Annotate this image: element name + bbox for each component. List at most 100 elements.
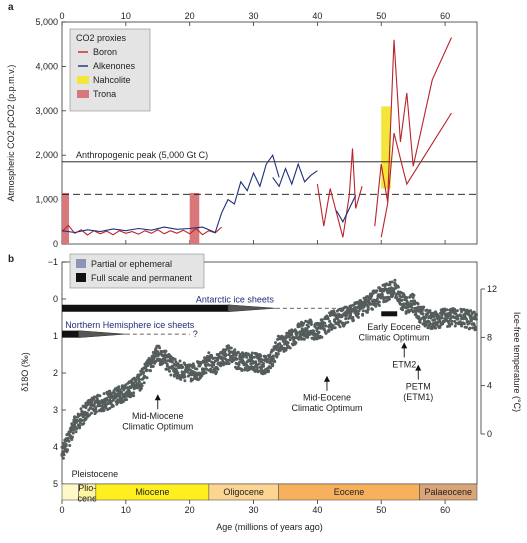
d18o-point (472, 310, 476, 314)
d18o-point (288, 338, 292, 342)
annotation-petm: PETM (ETM1) (403, 382, 433, 403)
d18o-point (327, 328, 331, 332)
d18o-point (181, 365, 185, 369)
d18o-point (286, 341, 290, 345)
d18o-point (250, 351, 254, 355)
d18o-point (87, 413, 91, 417)
d18o-point (76, 419, 79, 423)
annotation-petm-line: PETM (406, 382, 431, 392)
d18o-point (440, 316, 444, 320)
d18o-point (227, 362, 231, 365)
d18o-point (66, 436, 70, 440)
d18o-point (92, 397, 96, 401)
y-tick-label-line: 4,000 (35, 61, 58, 71)
x-tick-label-line: 10 (121, 505, 131, 515)
d18o-point (288, 346, 292, 350)
y-tick-label-line: 3,000 (35, 106, 58, 116)
y-axis-label: δ18O (‰) (20, 352, 30, 392)
d18o-point (368, 302, 372, 306)
d18o-point (154, 359, 158, 363)
ice-sheet-label: Northern Hemisphere ice sheets (65, 320, 195, 330)
ice-sheet-query-mark-line: ? (193, 329, 198, 339)
d18o-point (424, 316, 428, 319)
d18o-point (263, 371, 267, 375)
x-tick-label-line: 0 (59, 505, 64, 515)
ice-sheet-full-bar (62, 330, 79, 338)
d18o-point (145, 368, 149, 372)
d18o-point (418, 320, 422, 324)
d18o-point (278, 342, 282, 346)
d18o-point (375, 297, 379, 301)
d18o-point (173, 357, 177, 361)
y-tick-label: 3,000 (35, 106, 58, 116)
annotation-petm-line: (ETM1) (403, 392, 433, 402)
alkenones-series-line (61, 153, 280, 234)
trona-box (62, 192, 70, 244)
d18o-point (176, 371, 180, 375)
d18o-point (416, 302, 420, 306)
legend-swatch (76, 259, 86, 268)
panel-a-label: a (8, 2, 14, 13)
x-tick-label: 50 (376, 11, 386, 21)
annotation-etm2: ETM2 (392, 359, 416, 369)
d18o-point (275, 355, 279, 359)
d18o-point (354, 306, 358, 309)
d18o-point (268, 353, 272, 357)
d18o-point (80, 418, 84, 422)
d18o-point (469, 309, 473, 313)
annotation-arrow-head (415, 364, 422, 371)
d18o-point (200, 373, 204, 377)
d18o-point (294, 341, 298, 345)
d18o-point (174, 360, 178, 364)
y-tick-label-line: 4 (53, 442, 58, 452)
annotation-mid-eocene-line: Mid-Eocene (303, 393, 351, 403)
y2-tick-label-line: 8 (487, 332, 492, 342)
annotation-pleistocene-line: Pleistocene (72, 469, 119, 479)
d18o-point (151, 364, 155, 368)
d18o-point (428, 309, 432, 313)
d18o-point (102, 408, 106, 412)
d18o-point (79, 407, 83, 411)
d18o-point (331, 324, 335, 327)
d18o-point (241, 351, 244, 355)
legend-label-line: Boron (93, 47, 117, 57)
d18o-point (361, 309, 365, 313)
y-tick-label: 2 (53, 368, 58, 378)
annotation-mid-miocene-line: Climatic Optimum (122, 422, 193, 432)
y-tick-label-line: 1,000 (35, 195, 58, 205)
d18o-point (345, 313, 349, 317)
legend-title: CO2 proxies (76, 33, 127, 43)
d18o-point (140, 384, 144, 388)
d18o-point (94, 410, 98, 414)
annotation-pleistocene: Pleistocene (72, 469, 119, 479)
d18o-point (139, 387, 143, 390)
d18o-point (137, 380, 141, 384)
d18o-point (338, 325, 342, 329)
d18o-point (186, 370, 190, 374)
boron-series-line (61, 224, 222, 236)
x-tick-label: 30 (249, 505, 259, 515)
d18o-point (390, 280, 394, 284)
d18o-point (271, 356, 275, 360)
d18o-point (453, 324, 457, 328)
d18o-point (456, 317, 460, 321)
y2-tick-label: 8 (487, 332, 492, 342)
x-tick-label-line: 50 (376, 505, 386, 515)
y2-tick-label: 12 (487, 284, 497, 294)
legend-label: Partial or ephemeral (91, 259, 172, 269)
d18o-point (305, 327, 309, 331)
ice-sheet-label-line: Northern Hemisphere ice sheets (65, 320, 195, 330)
d18o-point (71, 431, 75, 435)
nahcolite-box (381, 106, 391, 189)
y-tick-label: −1 (48, 257, 58, 267)
d18o-point (269, 366, 273, 370)
boron-series-line (380, 112, 452, 238)
y-tick-label-line: −1 (48, 257, 58, 267)
d18o-point (401, 308, 405, 312)
d18o-point (326, 317, 330, 321)
d18o-point (64, 442, 68, 446)
d18o-point (336, 316, 340, 320)
d18o-point (142, 381, 146, 385)
d18o-point (257, 355, 261, 359)
